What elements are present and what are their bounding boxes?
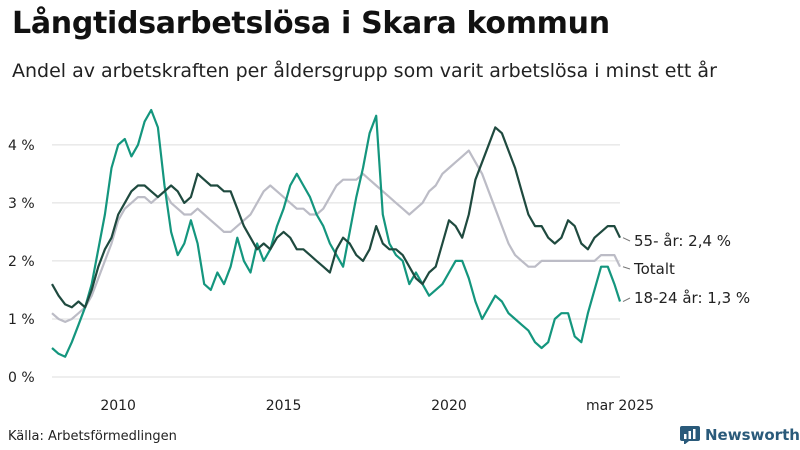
y-tick-label: 1 % xyxy=(8,312,35,328)
x-tick-label: 2015 xyxy=(266,398,302,414)
brand-name: Newsworthy xyxy=(705,426,800,444)
y-tick-label: 2 % xyxy=(8,254,35,270)
x-tick-label: 2020 xyxy=(431,398,467,414)
source-note: Källa: Arbetsförmedlingen xyxy=(8,429,177,444)
series-line-total xyxy=(51,149,621,323)
end-label-connector-total xyxy=(622,266,631,270)
x-tick-label: mar 2025 xyxy=(586,398,654,414)
chart-title: Långtidsarbetslösa i Skara kommun xyxy=(12,6,610,41)
series-end-label-age55: 55- år: 2,4 % xyxy=(634,232,731,250)
y-tick-label: 4 % xyxy=(8,138,35,154)
series-line-age55 xyxy=(51,126,621,309)
series-end-label-age18_24: 18-24 år: 1,3 % xyxy=(634,289,750,307)
newsworthy-logo-icon xyxy=(680,426,700,444)
chart-subtitle: Andel av arbetskraften per åldersgrupp s… xyxy=(12,60,717,82)
end-label-connector-age55 xyxy=(622,237,631,242)
series-end-label-total: Totalt xyxy=(633,260,675,278)
brand-logo: Newsworthy xyxy=(680,426,800,444)
y-tick-label: 0 % xyxy=(8,370,35,386)
end-label-connector-age18_24 xyxy=(622,297,631,302)
x-tick-label: 2010 xyxy=(100,398,136,414)
series-line-age18_24 xyxy=(51,108,622,358)
y-tick-label: 3 % xyxy=(8,196,35,212)
